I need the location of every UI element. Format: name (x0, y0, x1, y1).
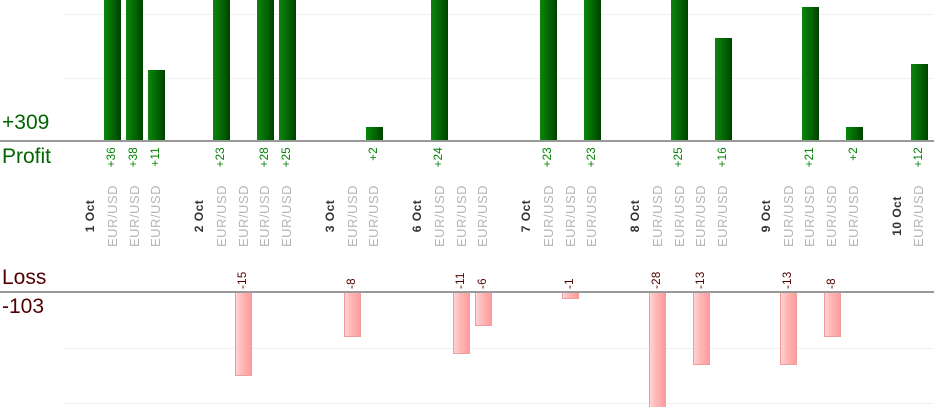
trade-value-label: +2 (847, 147, 860, 161)
date-label: 7 Oct (519, 199, 533, 233)
trade-value-label: +25 (673, 147, 686, 168)
symbol-label: EUR/USD (257, 184, 273, 248)
trade-value-label: +11 (149, 147, 162, 167)
date-label: 3 Oct (322, 199, 337, 233)
date-label: 10 Oct (889, 196, 904, 236)
profit-bar (104, 0, 122, 140)
loss-bar (780, 293, 798, 366)
symbol-label: EUR/USD (213, 184, 229, 248)
profit-total-value: +309 (2, 111, 50, 134)
profit-bar (431, 0, 449, 140)
trade-value-label: +23 (542, 147, 555, 168)
trade-value-label: -8 (825, 278, 838, 289)
loss-bar (344, 293, 362, 338)
symbol-label: EUR/USD (911, 184, 927, 248)
trade-value-label: +12 (912, 147, 925, 168)
loss-total-value: -103 (2, 295, 45, 318)
symbol-label: EUR/USD (562, 184, 578, 248)
symbol-label: EUR/USD (584, 184, 600, 248)
trade-value-label: -15 (237, 271, 250, 289)
profit-bar (801, 6, 819, 140)
profit-bar (583, 0, 601, 140)
profit-plot-area (0, 0, 934, 140)
profit-gridline (63, 14, 934, 15)
profit-bar (910, 63, 928, 140)
symbol-label: EUR/USD (780, 184, 796, 248)
trade-value-label: +23 (215, 147, 228, 168)
symbol-label: EUR/USD (344, 184, 360, 248)
trade-value-label: +16 (716, 147, 729, 168)
symbol-label: EUR/USD (126, 184, 142, 248)
trade-value-label: +24 (433, 147, 446, 168)
symbol-label: EUR/USD (824, 184, 840, 248)
symbol-label: EUR/USD (104, 184, 120, 248)
profit-bar (147, 70, 165, 140)
profit-bar (714, 38, 732, 140)
loss-bar (823, 293, 841, 338)
symbol-label: EUR/USD (279, 184, 295, 248)
trade-value-label: -11 (455, 272, 468, 289)
loss-bar (562, 293, 580, 299)
trade-value-label: -8 (346, 278, 359, 289)
profit-bar (278, 0, 296, 140)
profit-gridline (63, 77, 934, 79)
symbol-label: EUR/USD (693, 184, 709, 248)
trade-value-label: +38 (128, 147, 141, 168)
date-label: 6 Oct (410, 199, 424, 233)
symbol-label: EUR/USD (148, 184, 164, 248)
trade-value-label: +36 (106, 147, 119, 168)
loss-bar (235, 293, 253, 377)
trade-value-label: -13 (694, 271, 707, 289)
symbol-label: EUR/USD (649, 184, 665, 248)
trade-value-label: -28 (651, 271, 664, 289)
symbol-label: EUR/USD (235, 184, 251, 248)
profit-axis-title: Profit (2, 145, 52, 168)
loss-bar (649, 293, 667, 407)
profit-bar (365, 127, 383, 140)
trade-value-label: +25 (280, 147, 293, 168)
loss-gridline (63, 403, 934, 404)
profit-bar (213, 0, 231, 140)
symbol-label: EUR/USD (475, 184, 491, 248)
trade-value-label: +23 (585, 147, 598, 168)
loss-bar (453, 293, 471, 355)
profit-bar (540, 0, 558, 140)
profit-bar (671, 0, 689, 140)
symbol-label: EUR/USD (846, 184, 861, 248)
symbol-label: EUR/USD (715, 184, 731, 248)
date-label: 9 Oct (758, 199, 773, 233)
loss-plot-area (0, 293, 934, 407)
loss-axis-title: Loss (2, 266, 47, 289)
trade-value-label: -6 (476, 278, 489, 289)
symbol-label: EUR/USD (540, 184, 556, 248)
date-label: 2 Oct (192, 199, 206, 233)
loss-bar (474, 293, 492, 327)
trade-value-label: +2 (367, 147, 380, 161)
loss-gridline (63, 347, 934, 349)
symbol-label: EUR/USD (431, 184, 447, 248)
trade-value-label: -1 (564, 278, 577, 289)
profit-axis-line (0, 140, 934, 142)
profit-bar (256, 0, 274, 140)
trade-value-label: +28 (258, 147, 271, 168)
trade-value-label: +21 (803, 147, 816, 168)
symbol-label: EUR/USD (802, 184, 818, 248)
date-label: 8 Oct (628, 199, 642, 233)
loss-axis-line (0, 291, 934, 293)
symbol-label: EUR/USD (453, 184, 469, 248)
symbol-label: EUR/USD (366, 184, 382, 248)
profit-bar (845, 127, 863, 140)
loss-bar (692, 293, 710, 366)
profit-bar (126, 0, 144, 140)
symbol-label: EUR/USD (671, 184, 687, 248)
date-label: 1 Oct (83, 199, 97, 233)
trade-value-label: -13 (782, 271, 795, 289)
